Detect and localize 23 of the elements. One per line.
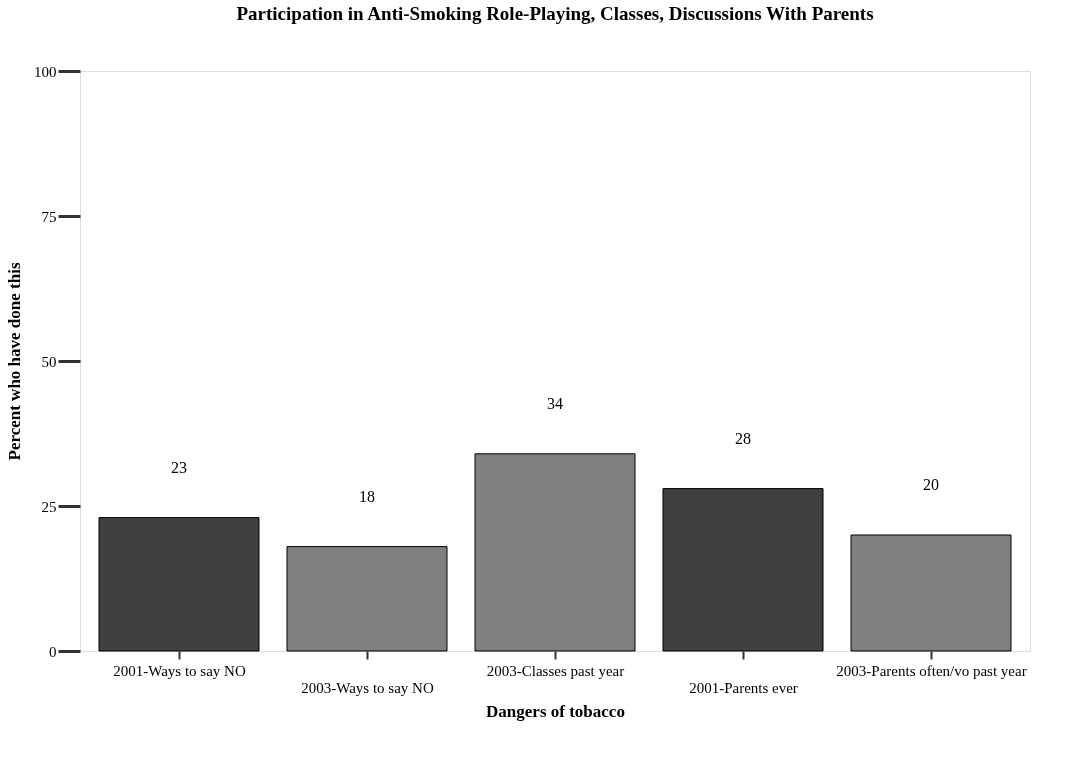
x-tick-label: 2001-Parents ever	[689, 679, 798, 696]
x-tick-label: 2003-Classes past year	[486, 662, 625, 679]
y-axis-title: Percent who have done this	[5, 262, 24, 461]
bar	[98, 517, 260, 652]
y-tick-label: 75	[41, 208, 57, 225]
x-tick-label: 2003-Ways to say NO	[301, 679, 434, 696]
y-tick-label: 0	[49, 643, 57, 660]
x-tick-label: 2001-Ways to say NO	[113, 662, 246, 679]
bar	[286, 546, 448, 652]
data-label: 34	[547, 394, 563, 412]
data-label: 23	[171, 458, 187, 476]
x-tick-label: 2003-Parents often/vo past year	[836, 662, 1027, 679]
y-tick-label: 25	[41, 498, 57, 515]
bar	[474, 453, 636, 652]
bar	[662, 488, 824, 652]
data-label: 28	[735, 429, 751, 447]
data-label: 18	[359, 487, 375, 505]
bar	[850, 534, 1012, 652]
y-tick-label: 100	[34, 63, 57, 80]
x-axis-title: Dangers of tobacco	[486, 701, 625, 721]
data-label: 20	[923, 476, 939, 493]
y-tick-label: 50	[41, 353, 57, 370]
chart-title: Participation in Anti-Smoking Role-Playing, Classes, Discussions With Parents	[236, 3, 874, 24]
